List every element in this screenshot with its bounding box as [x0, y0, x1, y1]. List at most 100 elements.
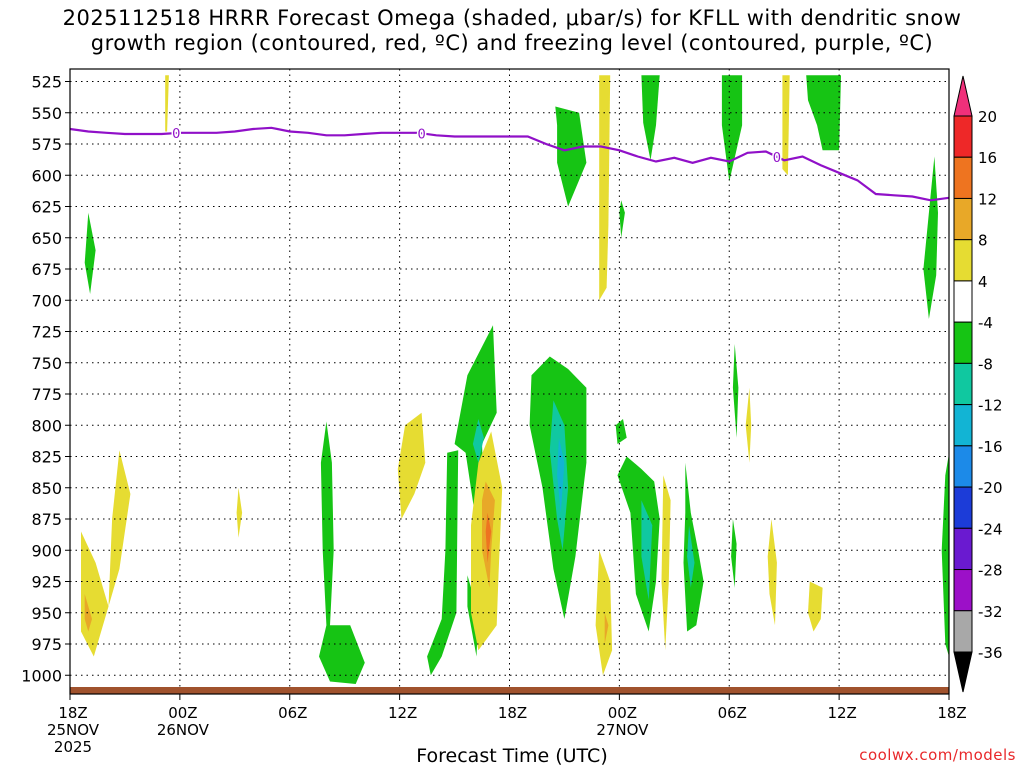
- omega-region-37: [808, 581, 823, 632]
- omega-region-3: [555, 106, 587, 207]
- x-tick-label-36-0: 06Z: [718, 704, 747, 722]
- y-tick-label-650: 650: [31, 229, 62, 248]
- x-tick-label-6-0: 00Z: [168, 704, 197, 722]
- colorbar-box-11: [953, 569, 973, 612]
- colorbar-label-4: 4: [978, 273, 988, 291]
- omega-region-33: [732, 344, 739, 438]
- freezing-level-label-2: 0: [773, 151, 781, 166]
- colorbar-box-7: [953, 404, 973, 447]
- surface-ground-strip: [70, 687, 949, 694]
- colorbar: 20 16 12 8 4 -4 -8 -12 -16 -20 -24 -28 -32 -36: [953, 75, 1003, 693]
- y-tick-label-575: 575: [31, 135, 62, 154]
- y-tick-label-900: 900: [31, 541, 62, 560]
- colorbar-box-6: [953, 362, 973, 406]
- colorbar-box-2: [953, 197, 973, 241]
- y-tick-label-825: 825: [31, 448, 62, 467]
- freezing-level-line: [70, 126, 949, 202]
- y-tick-label-975: 975: [31, 635, 62, 654]
- y-tick-label-600: 600: [31, 166, 62, 185]
- freezing-level-label-1: 0: [417, 127, 425, 142]
- colorbar-label-8: -16: [978, 438, 1003, 456]
- colorbar-label-9: -20: [978, 479, 1003, 497]
- colorbar-label-11: -28: [978, 562, 1003, 580]
- colorbar-label-1: 16: [978, 149, 997, 167]
- omega-region-12: [236, 487, 243, 538]
- colorbar-label-5: -4: [978, 314, 993, 332]
- omega-region-17: [472, 419, 484, 463]
- omega-region-32: [687, 525, 695, 588]
- chart-title-line-1: 2025112518 HRRR Forecast Omega (shaded, …: [62, 6, 962, 30]
- colorbar-box-3: [953, 239, 973, 282]
- omega-region-24: [557, 437, 565, 513]
- colorbar-label-2: 12: [978, 190, 997, 208]
- omega-region-10: [81, 450, 131, 657]
- colorbar-label-3: 8: [978, 232, 988, 250]
- y-tick-label-1000: 1000: [21, 666, 62, 685]
- grid-lines: [70, 69, 949, 694]
- colorbar-box-4: [953, 280, 973, 323]
- omega-region-0: [165, 75, 169, 132]
- y-tick-label-950: 950: [31, 604, 62, 623]
- x-tick-label-0-2: 2025: [54, 738, 92, 756]
- omega-region-25: [615, 419, 627, 444]
- y-tick-label-850: 850: [31, 479, 62, 498]
- y-tick-label-625: 625: [31, 198, 62, 217]
- omega-region-16: [454, 325, 497, 526]
- colorbar-box-12: [953, 610, 973, 653]
- colorbar-box-9: [953, 486, 973, 529]
- x-tick-label-24-0: 18Z: [498, 704, 527, 722]
- omega-region-9: [923, 156, 938, 319]
- x-tick-label-48-0: 18Z: [937, 704, 966, 722]
- omega-region-27: [641, 500, 653, 601]
- omega-region-8: [619, 200, 625, 238]
- chart-title: 2025112518 HRRR Forecast Omega (shaded, …: [0, 6, 1024, 56]
- colorbar-box-10: [953, 527, 973, 571]
- omega-region-38: [941, 453, 949, 657]
- omega-region-15: [427, 450, 459, 676]
- y-tick-label-925: 925: [31, 573, 62, 592]
- omega-region-5: [721, 75, 743, 182]
- y-tick-label-700: 700: [31, 291, 62, 310]
- colorbar-top-arrow: [953, 75, 973, 117]
- colorbar-label-10: -24: [978, 520, 1003, 538]
- y-tick-label-875: 875: [31, 510, 62, 529]
- y-tick-label-750: 750: [31, 354, 62, 373]
- omega-region-13: [319, 421, 365, 684]
- omega-region-26: [617, 456, 660, 632]
- omega-region-2: [782, 75, 790, 176]
- colorbar-bottom-arrow: [953, 651, 973, 693]
- x-axis-label: Forecast Time (UTC): [416, 745, 608, 767]
- chart-title-line-2: growth region (contoured, red, ºC) and f…: [90, 31, 934, 55]
- colorbar-label-12: -32: [978, 603, 1003, 621]
- y-tick-label-675: 675: [31, 260, 62, 279]
- omega-region-1: [599, 75, 611, 301]
- x-tick-label-18-0: 12Z: [388, 704, 417, 722]
- x-tick-label-0-1: 25NOV: [47, 721, 100, 739]
- x-tick-label-12-0: 06Z: [278, 704, 307, 722]
- omega-region-21: [485, 512, 492, 563]
- colorbar-label-6: -8: [978, 355, 993, 373]
- omega-region-29: [604, 612, 609, 644]
- y-tick-label-800: 800: [31, 416, 62, 435]
- y-tick-label-725: 725: [31, 323, 62, 342]
- y-tick-label-550: 550: [31, 104, 62, 123]
- colorbar-box-1: [953, 156, 973, 199]
- omega-region-35: [745, 387, 752, 463]
- colorbar-label-7: -12: [978, 397, 1003, 415]
- x-tick-label-42-0: 12Z: [827, 704, 856, 722]
- colorbar-box-0: [953, 115, 973, 158]
- colorbar-label-0: 20: [978, 108, 997, 126]
- source-credit: coolwx.com/models: [859, 746, 1016, 764]
- colorbar-box-5: [953, 321, 973, 364]
- colorbar-label-13: -36: [978, 644, 1003, 662]
- omega-region-4: [641, 75, 660, 161]
- omega-region-31: [683, 462, 704, 632]
- omega-region-14: [397, 412, 426, 519]
- y-tick-label-525: 525: [31, 73, 62, 92]
- x-tick-label-6-1: 26NOV: [157, 721, 210, 739]
- x-tick-label-30-1: 27NOV: [596, 721, 649, 739]
- omega-region-30: [661, 475, 671, 651]
- x-tick-label-30-0: 00Z: [608, 704, 637, 722]
